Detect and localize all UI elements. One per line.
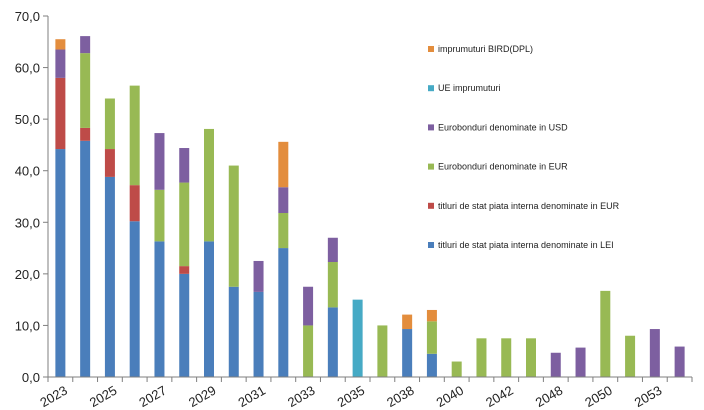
legend-label: titluri de stat piata interna denominate… [438,201,620,211]
bar-segment [278,248,289,377]
y-tick-label: 60,0 [15,61,40,76]
bar-segment [303,325,314,377]
bar-segment [179,273,190,377]
bar-segment [327,262,338,308]
bar-segment [104,149,115,177]
legend: imprumuturi BIRD(DPL) UE imprumuturi Eurob… [428,44,620,250]
x-tick-label: 2053 [632,383,665,410]
bar-segment [228,286,239,377]
bar-segment [451,361,462,377]
bar-segment [154,133,165,190]
bar-segment [476,338,487,377]
x-tick-label: 2027 [136,383,169,410]
legend-swatch [428,85,434,92]
bar-segment [55,77,66,150]
bar-segment [55,49,66,78]
bar-segment [55,39,66,50]
bar-segment [526,338,536,377]
bar-segment [426,309,437,322]
bar-segment [278,141,289,188]
legend-swatch [428,46,434,52]
legend-swatch [428,242,434,248]
bar-segment [649,329,660,377]
bar-segment [327,307,338,377]
bar-segment [80,36,91,54]
y-tick-label: 50,0 [15,112,40,127]
x-tick-label: 2050 [582,383,615,410]
legend-label: UE imprumuturi [438,83,501,93]
bar-segment [104,176,115,377]
x-tick-label: 2035 [335,383,368,410]
x-tick-label: 2023 [37,383,70,410]
y-tick-label: 10,0 [15,318,40,333]
bar-segment [80,127,91,141]
bar-segment [80,140,91,377]
x-tick-label: 2048 [533,383,566,410]
x-axis: 2023 2025 2027 2029 2031 2033 2035 2038 2040 2042… [37,376,693,410]
bar-segment [426,321,437,354]
x-tick-label: 2040 [434,383,467,410]
bar-segment [253,291,264,377]
bar-segment [129,221,140,377]
x-tick-label: 2033 [285,383,318,410]
legend-label: Eurobonduri denominate in EUR [438,162,568,172]
bar-segment [674,346,685,377]
bar-segment [228,165,239,287]
legend-label: Eurobonduri denominate in USD [438,122,568,132]
bars-layer [55,36,685,377]
y-tick-label: 0,0 [22,370,40,385]
legend-label: titluri de stat piata interna denominate… [438,240,614,250]
y-axis: 0,0 10,0 20,0 30,0 40,0 50,0 60,0 70,0 [15,9,49,385]
x-tick-label: 2029 [186,383,219,410]
bar-segment [80,53,91,128]
bar-segment [253,260,264,292]
x-tick-label: 2038 [384,383,417,410]
bar-segment [352,299,363,377]
y-tick-label: 40,0 [15,164,40,179]
bar-segment [402,314,413,330]
bar-segment [327,237,338,262]
bar-segment [625,335,636,377]
bar-segment [154,189,165,242]
x-tick-label: 2031 [235,383,268,410]
legend-swatch [428,163,434,170]
legend-label: imprumuturi BIRD(DPL) [438,44,533,54]
x-tick-label: 2025 [87,383,120,410]
y-tick-label: 20,0 [15,267,40,282]
bar-segment [179,148,190,183]
bar-segment [204,128,214,242]
bar-segment [55,149,66,377]
bar-segment [575,347,586,377]
bar-segment [600,290,611,377]
bar-segment [303,286,314,326]
bar-segment [129,85,140,186]
bar-segment [179,266,190,274]
bar-segment [278,213,289,249]
bar-segment [104,98,115,150]
bar-segment [377,325,388,377]
bar-segment [426,353,437,377]
bar-segment [204,241,214,377]
x-tick-label: 2042 [483,383,516,410]
bar-segment [550,352,561,377]
bar-segment [278,187,289,214]
legend-swatch [428,202,434,209]
bar-segment [154,241,165,377]
bar-segment [501,338,512,377]
bar-segment [129,185,140,222]
legend-swatch [428,124,434,131]
bar-segment [402,329,413,377]
bar-segment [179,182,190,267]
y-tick-label: 70,0 [15,9,40,24]
y-tick-label: 30,0 [15,215,40,230]
